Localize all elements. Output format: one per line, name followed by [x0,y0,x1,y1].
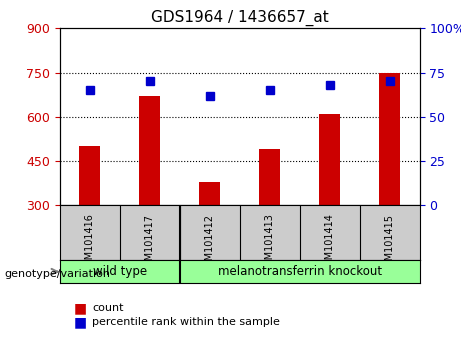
Title: GDS1964 / 1436657_at: GDS1964 / 1436657_at [151,9,329,25]
Bar [199,182,220,205]
Text: GSM101415: GSM101415 [384,213,395,273]
Text: GSM101417: GSM101417 [145,213,155,273]
Text: ■: ■ [74,315,87,329]
Text: count: count [92,303,124,313]
Text: GSM101414: GSM101414 [325,213,335,273]
Text: GSM101416: GSM101416 [85,213,95,273]
Text: wild type: wild type [93,265,147,278]
Text: GSM101412: GSM101412 [205,213,215,273]
Bar [319,114,340,205]
Text: percentile rank within the sample: percentile rank within the sample [92,317,280,327]
Bar [259,149,280,205]
Text: ■: ■ [74,301,87,315]
Text: GSM101413: GSM101413 [265,213,275,273]
Text: genotype/variation: genotype/variation [5,269,111,279]
Bar [79,146,100,205]
Text: melanotransferrin knockout: melanotransferrin knockout [218,265,382,278]
Bar [379,73,400,205]
Bar [139,96,160,205]
